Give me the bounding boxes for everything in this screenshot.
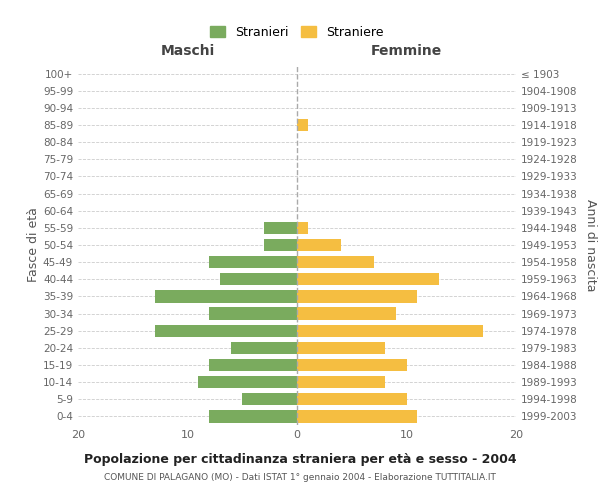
Text: Popolazione per cittadinanza straniera per età e sesso - 2004: Popolazione per cittadinanza straniera p… bbox=[83, 452, 517, 466]
Bar bbox=[297, 290, 418, 302]
Bar bbox=[232, 342, 297, 354]
Text: Femmine: Femmine bbox=[371, 44, 442, 58]
Bar bbox=[297, 222, 308, 234]
Text: Maschi: Maschi bbox=[160, 44, 215, 58]
Bar bbox=[209, 359, 297, 371]
Bar bbox=[297, 239, 341, 251]
Bar bbox=[199, 376, 297, 388]
Bar bbox=[297, 308, 395, 320]
Text: COMUNE DI PALAGANO (MO) - Dati ISTAT 1° gennaio 2004 - Elaborazione TUTTITALIA.I: COMUNE DI PALAGANO (MO) - Dati ISTAT 1° … bbox=[104, 472, 496, 482]
Bar bbox=[155, 290, 297, 302]
Bar bbox=[297, 324, 483, 337]
Bar bbox=[209, 256, 297, 268]
Bar bbox=[155, 324, 297, 337]
Bar bbox=[264, 239, 297, 251]
Bar bbox=[297, 119, 308, 131]
Y-axis label: Anni di nascita: Anni di nascita bbox=[584, 198, 597, 291]
Bar bbox=[297, 376, 385, 388]
Bar bbox=[297, 393, 407, 406]
Bar bbox=[297, 410, 418, 422]
Bar bbox=[297, 342, 385, 354]
Bar bbox=[297, 256, 374, 268]
Legend: Stranieri, Straniere: Stranieri, Straniere bbox=[205, 21, 389, 44]
Bar bbox=[264, 222, 297, 234]
Bar bbox=[209, 308, 297, 320]
Bar bbox=[220, 273, 297, 285]
Bar bbox=[297, 359, 407, 371]
Bar bbox=[297, 273, 439, 285]
Bar bbox=[242, 393, 297, 406]
Bar bbox=[209, 410, 297, 422]
Y-axis label: Fasce di età: Fasce di età bbox=[27, 208, 40, 282]
